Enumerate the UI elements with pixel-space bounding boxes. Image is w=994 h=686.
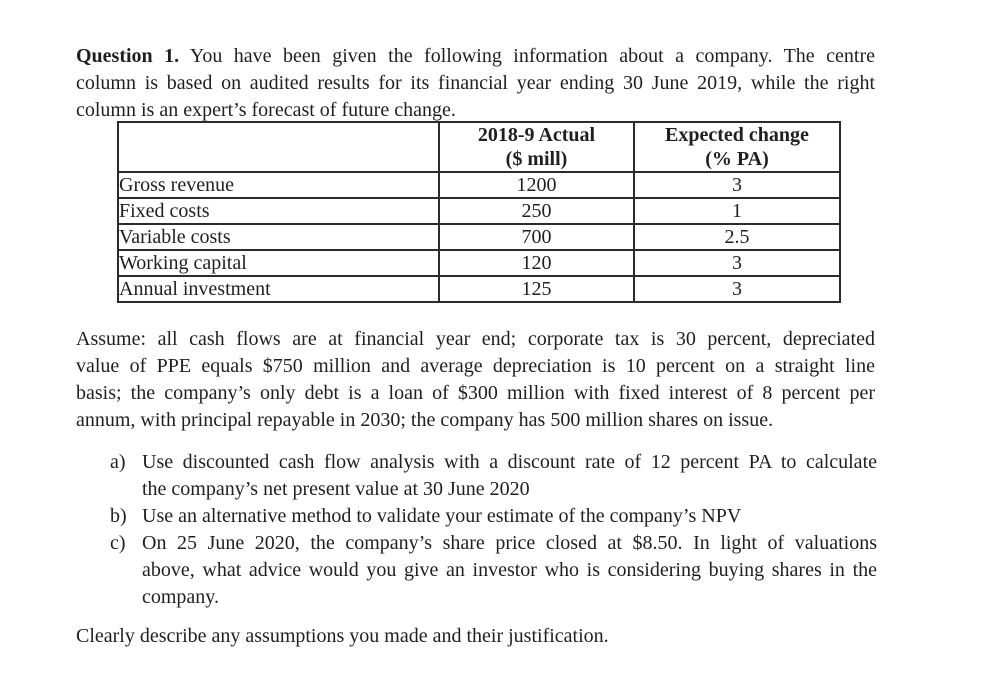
question-line-1: Question 1. You have been given the foll… [76, 43, 875, 70]
row-label: Annual investment [117, 275, 440, 303]
item-c-line-1: On 25 June 2020, the company’s share pri… [142, 532, 877, 554]
item-b-marker: b) [110, 505, 127, 527]
table-row: Annual investment 125 3 [117, 275, 841, 303]
header-change-line2: (% PA) [705, 148, 769, 170]
list-item-b: b) Use an alternative method to validate… [110, 503, 877, 530]
change-value: 3 [633, 249, 841, 277]
table-header-change: Expected change (% PA) [633, 121, 841, 173]
row-label: Fixed costs [117, 197, 440, 225]
question-paragraph: Question 1. You have been given the foll… [76, 43, 875, 124]
table-header-row: 2018-9 Actual ($ mill) Expected change (… [117, 121, 841, 173]
row-label: Variable costs [117, 223, 440, 251]
item-c-line-3: company. [142, 586, 220, 608]
header-actual-line1: 2018-9 Actual [477, 124, 596, 146]
table-row: Working capital 120 3 [117, 249, 841, 277]
change-value: 1 [633, 197, 841, 225]
item-a-lines: Use discounted cash flow analysis with a… [142, 449, 877, 503]
assume-line-3: basis; the company’s only debt is a loan… [76, 382, 875, 404]
assumptions-paragraph: Assume: all cash flows are at financial … [76, 326, 875, 434]
row-label: Working capital [117, 249, 440, 277]
item-b-line-1: Use an alternative method to validate yo… [142, 505, 742, 527]
table-row: Variable costs 700 2.5 [117, 223, 841, 251]
table-row: Gross revenue 1200 3 [117, 171, 841, 199]
row-label: Gross revenue [117, 171, 440, 199]
item-a-marker: a) [110, 451, 126, 473]
actual-value: 120 [438, 249, 635, 277]
actual-value: 125 [438, 275, 635, 303]
list-item-a: a) Use discounted cash flow analysis wit… [110, 449, 877, 503]
header-actual-line2: ($ mill) [505, 148, 568, 170]
item-c-marker: c) [110, 532, 126, 554]
question-line-2: column is based on audited results for i… [76, 72, 875, 94]
change-value: 3 [633, 275, 841, 303]
assume-line-4: annum, with principal repayable in 2030;… [76, 409, 774, 431]
closing-note: Clearly describe any assumptions you mad… [76, 623, 875, 650]
actual-value: 1200 [438, 171, 635, 199]
assume-line-2: value of PPE equals $750 million and ave… [76, 355, 875, 377]
item-a-line-1: Use discounted cash flow analysis with a… [142, 451, 877, 473]
item-a-line-2: the company’s net present value at 30 Ju… [142, 478, 530, 500]
actual-value: 700 [438, 223, 635, 251]
actual-value: 250 [438, 197, 635, 225]
question-line-1-text: You have been given the following inform… [179, 45, 875, 67]
question-label: Question 1. [76, 45, 180, 67]
item-b-lines: Use an alternative method to validate yo… [142, 503, 877, 530]
question-line-3: column is an expert’s forecast of future… [76, 99, 456, 121]
closing-line: Clearly describe any assumptions you mad… [76, 625, 609, 647]
task-list: a) Use discounted cash flow analysis wit… [110, 449, 877, 611]
change-value: 3 [633, 171, 841, 199]
change-value: 2.5 [633, 223, 841, 251]
financial-table: 2018-9 Actual ($ mill) Expected change (… [117, 121, 841, 303]
assume-line-1: Assume: all cash flows are at financial … [76, 328, 875, 350]
table-header-blank [117, 121, 440, 173]
table-row: Fixed costs 250 1 [117, 197, 841, 225]
item-c-lines: On 25 June 2020, the company’s share pri… [142, 530, 877, 611]
header-change-line1: Expected change [665, 124, 809, 146]
table-header-actual: 2018-9 Actual ($ mill) [438, 121, 635, 173]
item-c-line-2: above, what advice would you give an inv… [142, 559, 877, 581]
list-item-c: c) On 25 June 2020, the company’s share … [110, 530, 877, 611]
